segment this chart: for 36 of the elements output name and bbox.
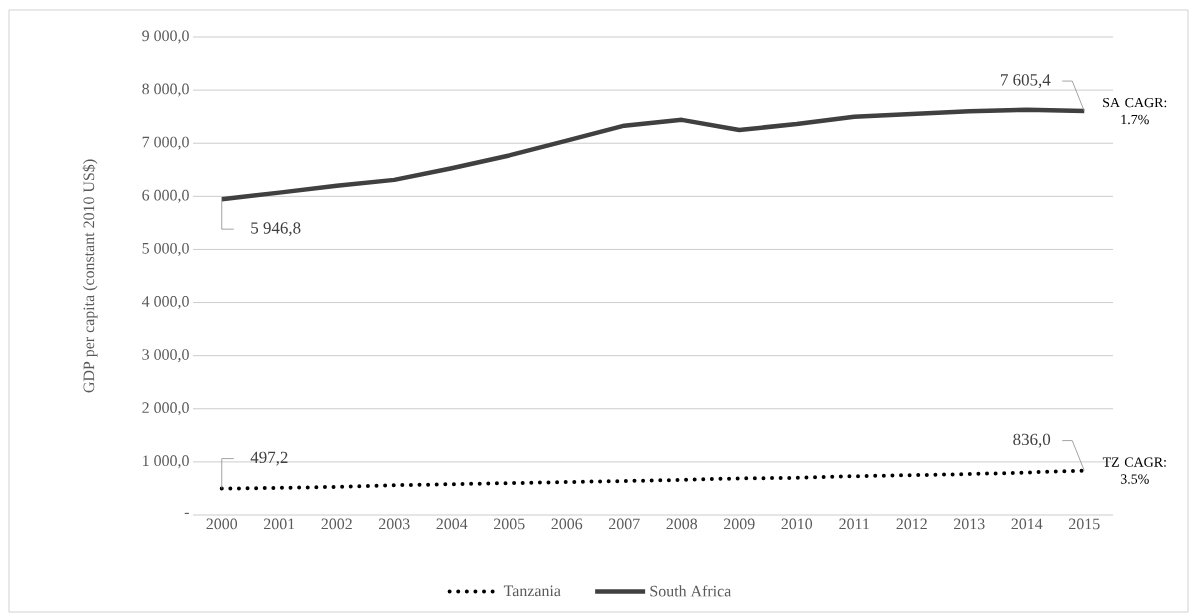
y-tick-label: 2 000,0 [142,402,189,416]
y-tick-label: 4 000,0 [141,296,189,310]
data-label: 836,0 [1013,433,1051,448]
y-tick-label: 7 000,0 [142,136,189,150]
x-tick-label: 2002 [321,518,352,530]
x-tick-label: 2011 [839,518,869,530]
x-tick-label: 2008 [666,518,698,530]
y-axis-title: GDP per capita (constant 2010 US$) [82,159,98,393]
data-label: 5 946,8 [251,222,301,237]
legend-label: Tanzania [503,585,561,597]
y-tick-label: - [184,512,189,515]
x-tick-label: 2003 [379,518,410,530]
legend-label: South Africa [650,585,732,597]
x-tick-label: 2015 [1069,518,1100,530]
y-tick-label: 5 000,0 [142,242,189,256]
x-tick-label: 2007 [609,518,640,530]
y-tick-label: 1 000,0 [143,455,189,469]
x-tick-label: 2001 [264,518,295,530]
annotation: SA CAGR: 1.7% [1103,97,1167,125]
y-tick-label: 6 000,0 [142,189,189,203]
data-label: 497,2 [250,451,288,466]
x-tick-label: 2009 [724,518,755,530]
x-tick-label: 2013 [954,518,985,530]
x-tick-label: 2005 [494,518,525,530]
x-tick-label: 2004 [436,518,468,530]
x-tick-label: 2014 [1011,518,1043,530]
y-tick-label: 8 000,0 [142,83,189,97]
x-tick-label: 2012 [896,518,927,530]
x-tick-label: 2010 [781,518,813,530]
y-tick-label: 9 000,0 [142,30,189,44]
x-tick-label: 2006 [551,518,583,530]
x-tick-label: 2000 [206,518,238,530]
line-series [219,107,1087,202]
annotation: TZ CAGR: 3.5% [1102,457,1166,484]
data-label: 7 605,4 [1001,74,1051,89]
y-tick-label: 3 000,0 [142,349,189,363]
